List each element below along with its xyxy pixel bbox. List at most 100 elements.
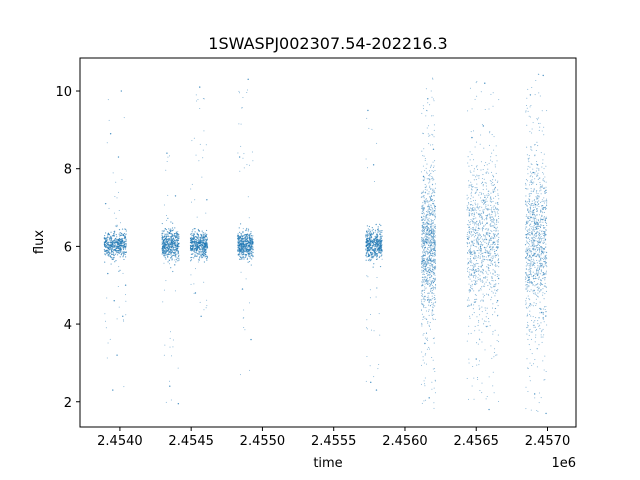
data-point — [202, 236, 204, 238]
data-point — [249, 243, 251, 246]
data-point — [111, 253, 113, 256]
data-point — [432, 277, 434, 280]
data-point — [252, 249, 254, 251]
data-point — [422, 356, 424, 358]
data-point — [424, 261, 426, 263]
data-point — [206, 246, 208, 248]
data-point — [481, 206, 483, 208]
data-point — [537, 323, 539, 325]
data-point — [165, 280, 167, 282]
data-point — [469, 221, 471, 223]
data-point — [487, 234, 489, 236]
data-point — [487, 168, 489, 170]
data-point — [172, 237, 175, 239]
data-point — [430, 178, 432, 180]
data-point — [538, 234, 540, 236]
data-point — [420, 245, 423, 247]
data-point — [421, 284, 423, 286]
data-point — [424, 186, 426, 188]
data-point — [201, 244, 203, 246]
data-point — [238, 245, 240, 247]
data-point — [428, 272, 431, 274]
data-point — [422, 239, 425, 241]
data-point — [475, 204, 477, 206]
data-point — [491, 212, 493, 214]
data-point — [170, 254, 172, 256]
data-point — [245, 249, 247, 251]
data-point — [175, 248, 177, 250]
data-point — [533, 206, 535, 208]
data-point — [107, 246, 109, 248]
data-point — [371, 255, 373, 257]
data-point — [250, 248, 253, 250]
data-point — [429, 266, 431, 268]
data-point — [472, 234, 474, 236]
data-point — [163, 250, 165, 252]
data-point — [492, 216, 494, 218]
data-point — [489, 233, 491, 235]
data-point — [430, 194, 432, 196]
data-point — [433, 387, 435, 389]
data-point — [433, 165, 435, 167]
data-point — [191, 183, 193, 185]
data-point — [433, 269, 435, 271]
data-point — [485, 198, 487, 200]
data-point — [172, 242, 174, 244]
data-point — [546, 266, 548, 268]
data-point — [486, 307, 488, 309]
data-point — [484, 249, 486, 251]
data-point — [494, 222, 496, 224]
data-point — [372, 257, 374, 259]
data-point — [469, 207, 471, 209]
data-point — [164, 243, 167, 245]
data-point — [125, 230, 127, 232]
data-point — [424, 238, 426, 240]
chart-title: 1SWASPJ002307.54-202216.3 — [208, 34, 447, 53]
data-point — [108, 239, 110, 241]
data-point — [248, 245, 251, 247]
data-point — [422, 263, 424, 265]
data-point — [120, 234, 122, 236]
data-point — [367, 230, 369, 232]
data-point — [427, 211, 429, 213]
data-point — [241, 258, 243, 260]
data-point — [429, 222, 431, 224]
data-point — [545, 287, 547, 289]
data-point — [374, 245, 376, 247]
data-point — [471, 183, 473, 185]
data-point — [544, 236, 546, 238]
data-point — [492, 371, 494, 373]
data-point — [540, 281, 542, 283]
data-point — [161, 253, 163, 255]
data-point — [172, 245, 174, 248]
data-point — [493, 284, 495, 286]
data-point — [373, 376, 375, 378]
data-point — [538, 231, 540, 233]
data-point — [483, 294, 485, 297]
data-point — [490, 345, 492, 347]
data-point — [524, 278, 526, 280]
data-point — [475, 281, 477, 283]
data-point — [531, 304, 533, 306]
data-point — [244, 238, 246, 240]
data-point — [172, 238, 174, 240]
data-point — [485, 238, 487, 241]
data-point — [203, 234, 205, 236]
data-point — [544, 264, 546, 266]
data-point — [122, 255, 125, 257]
data-point — [495, 202, 497, 204]
data-point — [496, 274, 498, 276]
data-point — [237, 238, 239, 240]
data-point — [425, 259, 428, 261]
data-point — [427, 193, 429, 195]
data-point — [487, 285, 489, 287]
data-point — [421, 150, 423, 152]
data-point — [481, 299, 483, 301]
data-point — [537, 238, 539, 240]
data-point — [194, 252, 196, 254]
data-point — [497, 246, 499, 248]
data-point — [110, 249, 113, 251]
data-point — [125, 245, 127, 247]
data-point — [203, 309, 205, 311]
data-point — [492, 105, 494, 107]
